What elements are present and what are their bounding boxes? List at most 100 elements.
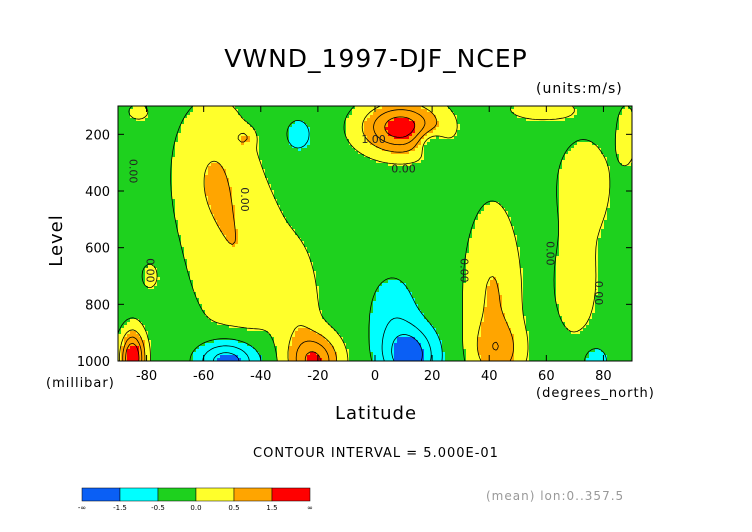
field-cell <box>595 295 632 299</box>
contour-interval-label: CONTOUR INTERVAL = 5.000E-01 <box>253 446 499 461</box>
field-cell <box>175 199 209 203</box>
field-cell <box>616 151 632 155</box>
field-cell <box>529 334 632 338</box>
field-cell <box>139 349 146 353</box>
field-cell <box>559 223 605 227</box>
field-cell <box>193 286 320 290</box>
field-cell <box>157 268 188 272</box>
field-cell <box>316 352 338 356</box>
field-cell <box>511 331 530 335</box>
field-cell <box>196 292 320 296</box>
field-cell <box>118 208 176 212</box>
field-cell <box>556 265 599 269</box>
field-cell <box>556 301 596 305</box>
field-cell <box>622 112 632 116</box>
field-cell <box>499 286 524 290</box>
legend-swatch <box>271 487 311 502</box>
field-cell <box>388 130 416 134</box>
field-cell <box>145 343 152 347</box>
field-cell <box>373 304 419 308</box>
field-cell <box>181 124 251 128</box>
field-cell <box>337 358 350 361</box>
contour-field <box>118 106 632 361</box>
field-cell <box>559 247 599 251</box>
field-cell <box>139 319 212 323</box>
field-cell <box>241 142 245 146</box>
field-cell <box>247 343 275 347</box>
field-cell <box>289 352 311 356</box>
field-cell <box>238 109 353 113</box>
field-cell <box>574 115 620 119</box>
field-cell <box>274 343 293 347</box>
field-cell <box>316 277 467 281</box>
field-cell <box>619 160 632 164</box>
field-cell <box>508 322 527 326</box>
field-cell <box>319 289 380 293</box>
field-cell <box>505 208 560 212</box>
field-cell <box>466 253 521 257</box>
field-cell <box>175 148 260 152</box>
field-cell <box>502 304 524 308</box>
field-cell <box>274 193 560 197</box>
field-cell <box>118 202 176 206</box>
field-cell <box>277 346 290 350</box>
field-cell <box>346 130 365 134</box>
field-cell <box>145 271 158 275</box>
field-cell <box>247 121 296 125</box>
field-cell <box>559 238 599 242</box>
field-cell <box>370 331 437 335</box>
field-cell <box>577 142 593 146</box>
field-cell <box>442 340 464 344</box>
field-cell <box>559 310 596 314</box>
field-cell <box>559 214 608 218</box>
field-cell <box>346 121 365 125</box>
field-cell <box>484 310 503 314</box>
field-cell <box>388 121 416 125</box>
field-cell <box>274 190 560 194</box>
field-cell <box>556 283 599 287</box>
field-cell <box>517 235 560 239</box>
field-cell <box>232 187 272 191</box>
field-cell <box>346 346 371 350</box>
field-cell <box>559 241 599 245</box>
field-cell <box>214 217 236 221</box>
field-cell <box>238 112 353 116</box>
field-cell <box>310 352 317 356</box>
field-cell <box>280 208 485 212</box>
legend-swatch <box>81 487 121 502</box>
field-cell <box>118 145 176 149</box>
field-cell <box>172 169 209 173</box>
field-cell <box>334 346 347 350</box>
field-cell <box>499 292 524 296</box>
field-cell <box>610 193 632 197</box>
field-cell <box>610 169 632 173</box>
field-cell <box>391 151 410 155</box>
field-cell <box>292 145 308 149</box>
field-cell <box>520 253 560 257</box>
field-cell <box>187 265 314 269</box>
field-cell <box>346 127 365 131</box>
field-cell <box>598 247 632 251</box>
field-cell <box>319 304 374 308</box>
field-cell <box>463 337 479 341</box>
field-cell <box>118 298 200 302</box>
field-cell <box>208 199 233 203</box>
field-cell <box>190 277 317 281</box>
field-cell <box>340 334 371 338</box>
field-cell <box>406 283 464 287</box>
field-cell <box>313 262 467 266</box>
field-cell <box>487 304 503 308</box>
x-axis-label: Latitude <box>334 403 418 424</box>
field-cell <box>352 145 377 149</box>
field-cell <box>205 175 227 179</box>
field-cell <box>586 325 632 329</box>
field-cell <box>199 346 254 350</box>
field-cell <box>262 163 389 167</box>
field-cell <box>277 355 290 359</box>
field-cell <box>190 274 317 278</box>
field-cell <box>565 118 620 122</box>
field-cell <box>598 274 632 278</box>
field-cell <box>481 355 515 359</box>
field-cell <box>238 232 296 236</box>
field-cell <box>145 118 185 122</box>
